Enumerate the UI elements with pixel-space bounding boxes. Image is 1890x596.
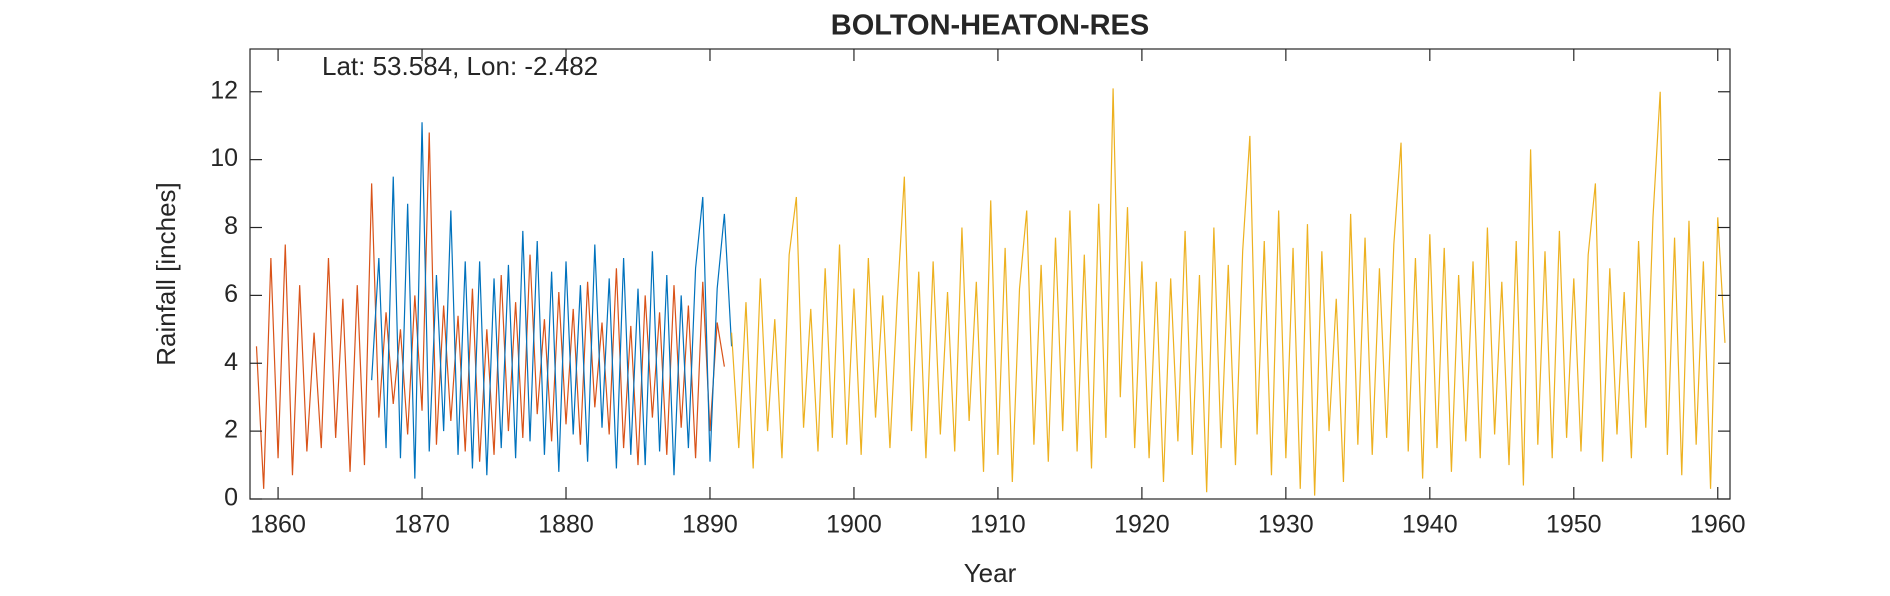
x-tick-label: 1860 (250, 511, 306, 539)
x-tick-label: 1920 (1114, 511, 1170, 539)
axes-box (249, 48, 1731, 500)
x-tick-label: 1960 (1690, 511, 1746, 539)
x-tick-label: 1890 (682, 511, 738, 539)
x-tick-label: 1940 (1402, 511, 1458, 539)
y-tick-label: 6 (224, 280, 238, 308)
y-tick-label: 8 (224, 212, 238, 240)
y-tick-label: 12 (210, 76, 238, 104)
y-tick-label: 2 (224, 416, 238, 444)
x-tick-label: 1870 (394, 511, 450, 539)
y-tick-label: 10 (210, 144, 238, 172)
chart-title: BOLTON-HEATON-RES (831, 10, 1149, 42)
y-axis-label: Rainfall [inches] (151, 182, 181, 366)
series-line (371, 122, 733, 479)
x-tick-label: 1910 (970, 511, 1026, 539)
y-tick-label: 4 (224, 348, 238, 376)
y-tick-label: 0 (224, 484, 238, 512)
x-tick-label: 1900 (826, 511, 882, 539)
x-tick-label: 1950 (1546, 511, 1602, 539)
series-line (730, 88, 1726, 496)
x-tick-label: 1880 (538, 511, 594, 539)
annotation: Lat: 53.584, Lon: -2.482 (322, 51, 598, 81)
x-axis-label: Year (964, 558, 1017, 588)
x-tick-label: 1930 (1258, 511, 1314, 539)
